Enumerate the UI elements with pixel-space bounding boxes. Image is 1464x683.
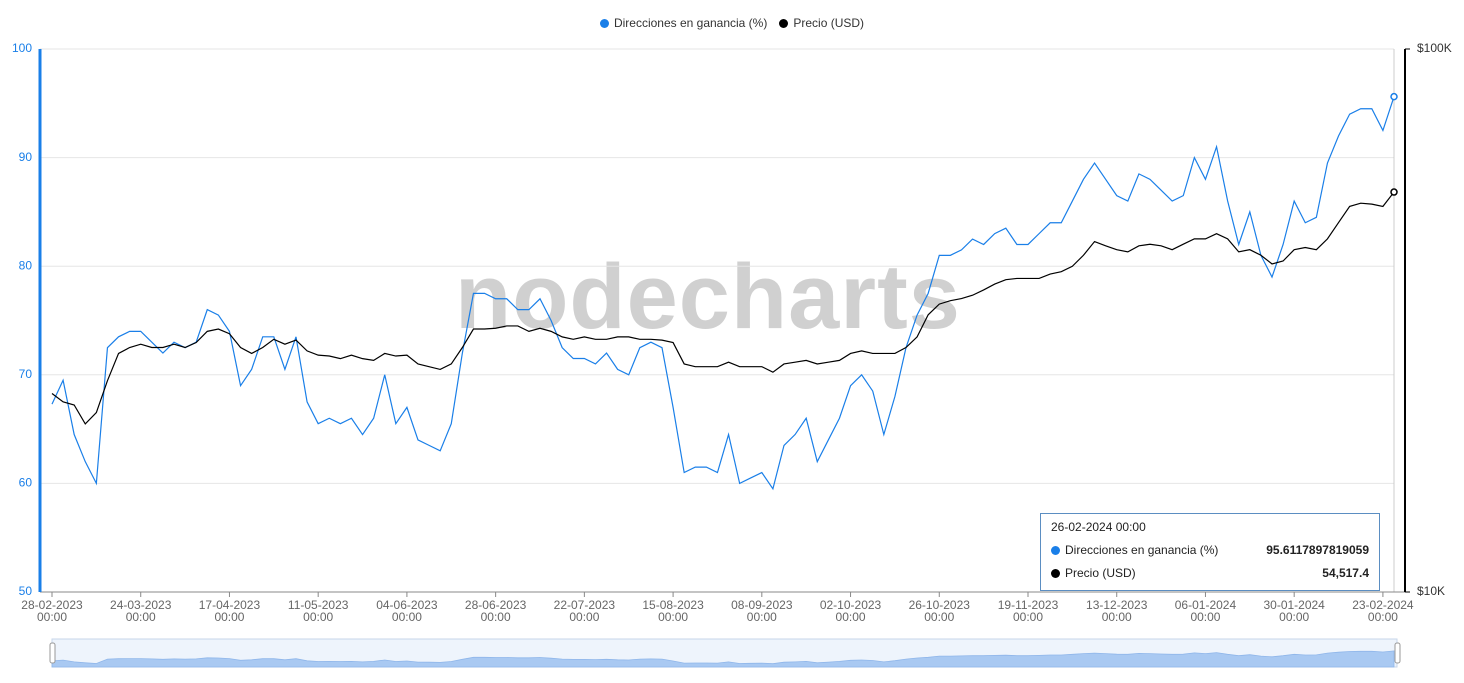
y2-tick-label: $10K (1417, 584, 1445, 598)
tooltip-title: 26-02-2024 00:00 (1051, 520, 1146, 534)
tooltip-name: Precio (USD) (1065, 566, 1136, 580)
tooltip-value: 54,517.4 (1322, 566, 1369, 580)
tooltip-dot (1051, 568, 1060, 578)
zoom-handle (1394, 642, 1401, 664)
legend: Direcciones en ganancia (%) Precio (USD) (0, 16, 1464, 30)
x-tick-label: 19-11-2023 00:00 (997, 598, 1059, 624)
legend-label: Precio (USD) (793, 16, 865, 30)
x-tick-label: 15-08-2023 00:00 (642, 598, 704, 624)
series-line (51, 96, 1395, 491)
y-tick-label: 100 (12, 41, 32, 55)
tooltip-name: Direcciones en ganancia (%) (1065, 543, 1219, 557)
x-tick-label: 22-07-2023 00:00 (553, 598, 616, 624)
y2-tick-label: $100K (1417, 41, 1452, 55)
x-tick-label: 11-05-2023 00:00 (287, 598, 349, 624)
zoom-handle (49, 642, 56, 664)
legend-item: Precio (USD) (779, 16, 864, 30)
y-tick-label: 60 (19, 476, 33, 490)
x-tick-label: 28-02-2023 00:00 (21, 598, 83, 624)
x-tick-label: 28-06-2023 00:00 (464, 598, 527, 624)
tooltip-dot (1051, 545, 1060, 555)
end-marker (1390, 188, 1398, 196)
x-tick-label: 04-06-2023 00:00 (376, 598, 438, 624)
legend-item: Direcciones en ganancia (%) (599, 16, 768, 30)
x-tick-label: 17-04-2023 00:00 (198, 598, 261, 624)
x-tick-label: 24-03-2023 00:00 (110, 598, 172, 624)
end-marker (1390, 92, 1398, 101)
x-tick-label: 23-02-2024 00:00 (1352, 598, 1414, 624)
x-tick-label: 30-01-2024 00:00 (1263, 598, 1325, 624)
legend-label: Direcciones en ganancia (%) (613, 16, 768, 30)
series-line (51, 191, 1395, 425)
tooltip-row: Direcciones en ganancia (%) 95.6117897819… (1051, 543, 1369, 557)
y-tick-label: 80 (19, 258, 33, 272)
x-tick-label: 13-12-2023 00:00 (1086, 598, 1148, 624)
x-tick-label: 26-10-2023 00:00 (908, 598, 970, 624)
watermark: nodecharts (455, 246, 961, 348)
legend-dot (779, 18, 789, 28)
zoom-area (51, 650, 1395, 668)
legend-dot (599, 18, 609, 28)
y-tick-label: 70 (19, 367, 33, 381)
x-tick-label: 08-09-2023 00:00 (731, 598, 793, 624)
x-tick-label: 06-01-2024 00:00 (1174, 598, 1237, 624)
tooltip: 26-02-2024 00:00 Direcciones en ganancia… (1040, 513, 1380, 591)
y-tick-label: 90 (19, 150, 33, 164)
tooltip-row: Precio (USD) 54,517.4 (1051, 566, 1369, 580)
y-tick-label: 50 (19, 584, 33, 598)
tooltip-value: 95.6117897819059 (1266, 543, 1369, 557)
x-tick-label: 02-10-2023 00:00 (819, 598, 882, 624)
